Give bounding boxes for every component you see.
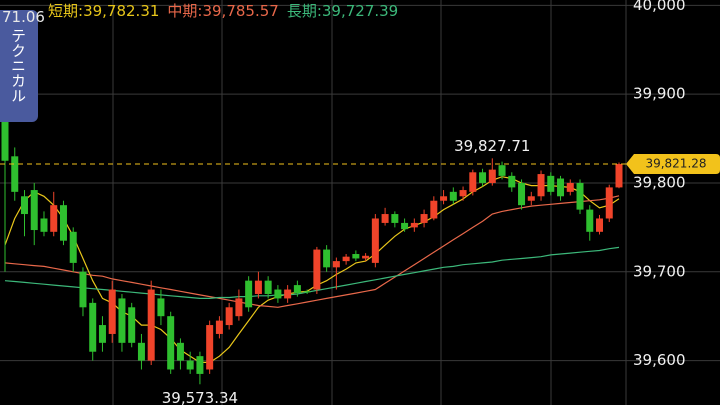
candle-body <box>615 164 623 188</box>
candle-body <box>235 298 243 317</box>
candle-body <box>176 342 184 361</box>
legend-value: 39,782.31 <box>83 2 160 20</box>
legend-entry: 短期:39,782.31 <box>48 2 159 20</box>
candle-body <box>264 280 272 294</box>
candle-body <box>605 187 613 219</box>
current-price-tag <box>626 154 720 175</box>
candle-body <box>459 190 467 197</box>
candle-body <box>430 200 438 219</box>
candle-body <box>118 298 126 343</box>
candle-body <box>440 196 448 201</box>
candle-body <box>274 289 282 299</box>
candle-body <box>537 174 545 197</box>
candle-body <box>381 214 389 223</box>
candle-body <box>108 289 116 334</box>
legend-value: 39,727.39 <box>321 2 399 20</box>
candle-body <box>284 289 292 299</box>
high-label: 39,827.71 <box>454 137 530 155</box>
technical-button[interactable]: テクニカル <box>0 10 38 122</box>
candle-body <box>371 218 379 263</box>
candle-body <box>332 261 340 268</box>
candle-body <box>313 249 321 290</box>
candle-body <box>362 255 370 259</box>
candle-body <box>547 175 555 192</box>
candle-body <box>254 280 262 294</box>
candle-body <box>186 360 194 370</box>
moving-average-line <box>4 246 620 299</box>
candle-body <box>518 182 526 206</box>
candle-body <box>30 190 38 231</box>
candle-body <box>59 205 67 241</box>
indicator-value: 71.06 <box>2 8 45 26</box>
candle-body <box>586 209 594 232</box>
legend-value: 39,785.57 <box>202 2 279 20</box>
y-tick-label: 39,900 <box>633 85 686 103</box>
moving-average-line <box>4 195 620 308</box>
candle-body <box>303 291 311 293</box>
candle-body <box>89 302 97 352</box>
candle-body <box>342 256 350 262</box>
legend-entry: 長期:39,727.39 <box>287 2 398 20</box>
candle-body <box>40 218 48 232</box>
candle-body <box>293 285 301 294</box>
candle-body <box>391 214 399 223</box>
candle-body <box>576 182 584 210</box>
candle-body <box>469 172 477 192</box>
candle-body <box>488 169 496 183</box>
candle-body <box>157 298 165 317</box>
candle-body <box>147 289 155 361</box>
candle-body <box>498 165 506 176</box>
current-price-label: 39,821.28 <box>645 157 706 171</box>
moving-average-line <box>4 176 620 363</box>
candle-body <box>128 307 136 343</box>
low-label: 39,573.34 <box>162 389 238 405</box>
candle-body <box>79 271 87 308</box>
y-tick-label: 39,700 <box>633 262 686 280</box>
legend-name: 中期: <box>167 2 203 20</box>
y-tick-label: 40,000 <box>633 0 686 14</box>
candle-body <box>401 222 409 230</box>
candle-body <box>410 222 418 228</box>
y-tick-label: 39,600 <box>633 351 686 369</box>
candle-body <box>167 316 175 370</box>
candle-body <box>137 342 145 361</box>
legend-entry: 中期:39,785.57 <box>167 2 278 20</box>
y-tick-label: 39,800 <box>633 173 686 191</box>
legend-name: 短期: <box>48 2 84 20</box>
legend-name: 長期: <box>286 2 322 20</box>
candle-body <box>479 172 487 183</box>
candle-body <box>323 249 331 268</box>
candle-body <box>215 320 223 334</box>
candle-body <box>596 218 604 232</box>
candle-body <box>50 205 58 232</box>
candle-body <box>527 196 535 201</box>
candle-body <box>352 254 360 259</box>
candle-body <box>206 325 214 370</box>
candle-body <box>420 214 428 223</box>
candle-body <box>245 280 253 308</box>
candle-body <box>69 231 77 263</box>
vertical-grid <box>112 0 627 405</box>
candle-body <box>566 182 574 192</box>
candle-body <box>98 325 106 343</box>
candle-body <box>225 307 233 326</box>
candle-body <box>196 356 204 374</box>
candle-body <box>20 196 28 215</box>
legend: 短期:39,782.31 中期:39,785.57 長期:39,727.39 <box>48 0 406 21</box>
candle-body <box>449 191 457 201</box>
candle-body <box>11 156 19 192</box>
technical-button-label: テクニカル <box>9 28 27 103</box>
candle-body <box>508 175 516 188</box>
candle-body <box>557 178 565 197</box>
